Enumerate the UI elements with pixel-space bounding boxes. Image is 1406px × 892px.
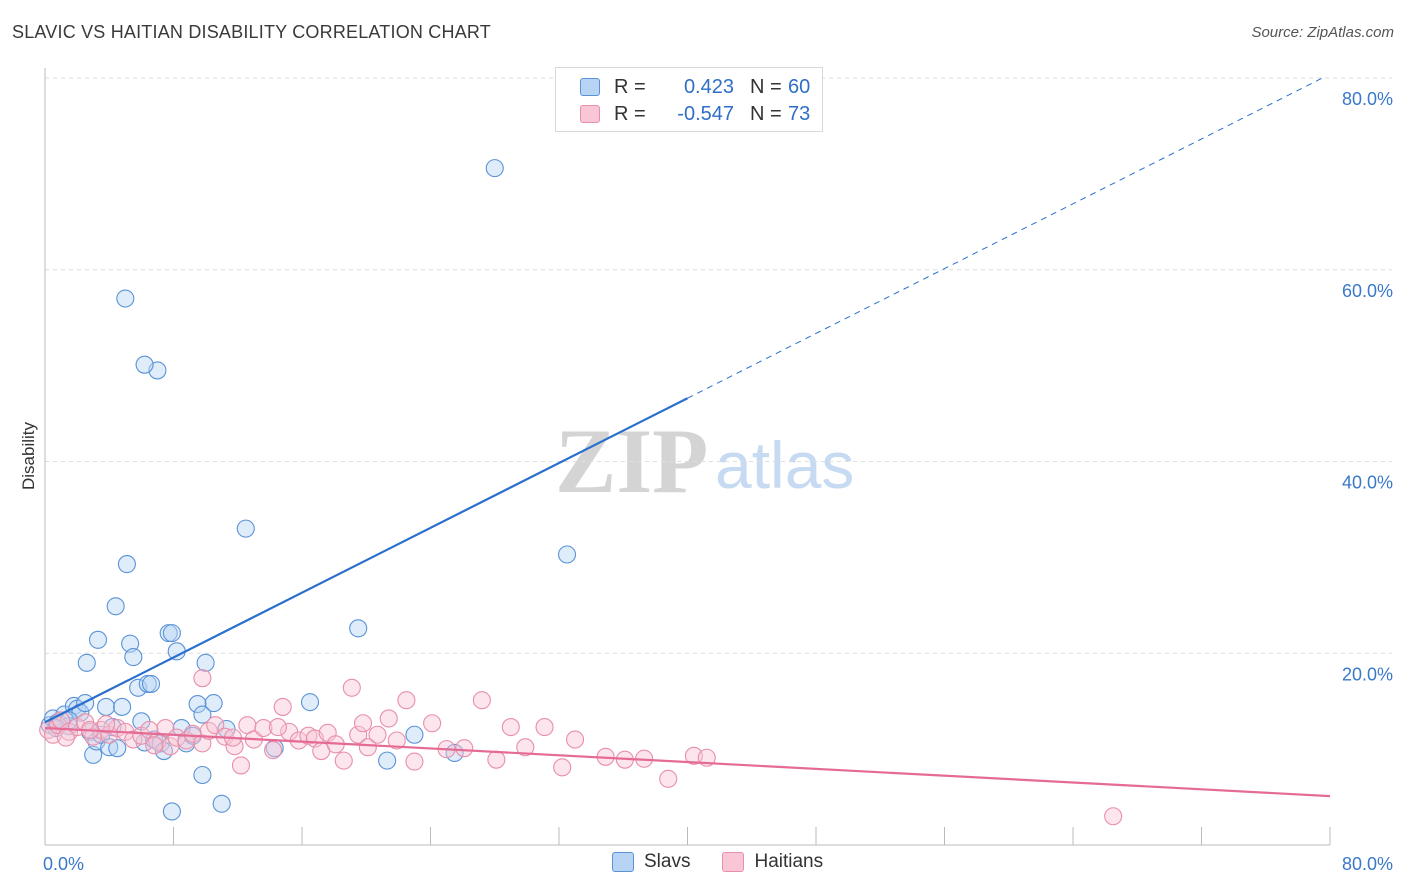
data-point	[405, 725, 424, 744]
x-tick-label: 0.0%	[43, 854, 84, 874]
data-point	[557, 545, 577, 564]
legend-label-slavs: Slavs	[644, 851, 691, 872]
trend-layer	[44, 77, 1331, 798]
legend-n-label: N =	[750, 75, 782, 98]
data-point	[485, 159, 504, 178]
data-point	[124, 648, 143, 667]
data-point	[516, 738, 535, 757]
data-point	[96, 715, 116, 734]
y-tick-label: 20.0%	[1342, 664, 1393, 684]
series-haitians	[39, 669, 1123, 826]
legend-n-label: N =	[750, 102, 782, 125]
data-point	[353, 714, 373, 733]
stats-legend: R = 0.423 N = 60 R = -0.547 N = 73	[555, 67, 823, 132]
y-axis-label: Disability	[19, 421, 38, 490]
data-point	[56, 728, 75, 747]
data-point	[108, 739, 127, 758]
data-point	[358, 738, 377, 757]
x-tick-label: 80.0%	[1342, 854, 1393, 874]
data-point	[113, 697, 132, 716]
data-point	[1104, 807, 1123, 826]
legend-swatch-haitians	[580, 105, 600, 123]
data-point	[535, 718, 554, 737]
data-point	[379, 709, 398, 728]
data-point	[116, 289, 135, 308]
legend-n-value: 73	[788, 102, 811, 125]
data-point	[273, 697, 292, 716]
data-point	[472, 691, 491, 710]
data-point	[106, 597, 125, 616]
data-point	[566, 730, 585, 749]
data-point	[659, 769, 678, 788]
data-point	[193, 705, 212, 724]
data-point	[405, 752, 424, 771]
data-point	[188, 695, 207, 714]
trend-line-slavs	[44, 397, 688, 724]
tick-labels: 20.0% 40.0% 60.0% 80.0% 0.0% 80.0%	[43, 89, 1393, 874]
data-point	[553, 758, 572, 777]
data-point	[88, 630, 108, 649]
data-point	[141, 674, 161, 693]
source-label: Source: ZipAtlas.com	[1251, 24, 1394, 41]
data-point	[162, 802, 181, 821]
data-point	[96, 697, 116, 716]
data-point	[236, 519, 255, 538]
data-point	[193, 765, 212, 785]
series-legend: Slavs Haitians	[612, 851, 855, 873]
legend-item-slavs[interactable]: Slavs	[612, 851, 690, 873]
data-point	[167, 642, 186, 661]
data-point	[455, 739, 474, 758]
data-point	[196, 653, 215, 672]
data-point	[84, 745, 103, 764]
data-point	[368, 725, 387, 744]
legend-label-haitians: Haitians	[754, 851, 824, 872]
watermark-atlas: atlas	[715, 428, 854, 502]
data-point	[300, 693, 320, 712]
legend-r-label: R =	[614, 102, 646, 125]
data-point	[378, 751, 397, 770]
legend-item-haitians[interactable]: Haitians	[722, 851, 823, 873]
legend-r-value: 0.423	[683, 75, 734, 98]
legend-swatch-slavs	[580, 78, 600, 96]
data-point	[397, 691, 416, 710]
data-point	[264, 741, 283, 760]
data-point	[193, 669, 212, 688]
data-point	[212, 794, 231, 813]
data-point	[342, 678, 361, 697]
grid	[45, 77, 1392, 654]
data-point	[254, 718, 273, 738]
legend-row-slavs: R = 0.423 N = 60	[580, 74, 818, 100]
legend-n-value: 60	[788, 75, 811, 98]
data-point	[162, 624, 181, 643]
chart-title: SLAVIC VS HAITIAN DISABILITY CORRELATION…	[12, 22, 491, 42]
trend-line-haitians	[44, 726, 1331, 798]
legend-swatch-slavs	[612, 852, 634, 872]
data-point	[501, 718, 520, 737]
legend-row-haitians: R = -0.547 N = 73	[580, 101, 818, 127]
legend-swatch-haitians	[722, 852, 745, 872]
data-point	[487, 750, 506, 769]
data-point	[117, 555, 136, 574]
data-point	[121, 634, 140, 653]
legend-r-label: R =	[614, 75, 646, 98]
y-tick-label: 40.0%	[1342, 473, 1393, 493]
data-point	[349, 725, 368, 744]
data-point	[231, 756, 251, 775]
data-point	[268, 718, 287, 737]
data-point	[349, 619, 368, 638]
data-point	[77, 653, 96, 672]
data-point	[204, 694, 223, 713]
data-point	[423, 714, 442, 733]
data-point	[387, 731, 406, 750]
y-tick-label: 60.0%	[1342, 281, 1393, 301]
y-tick-label: 80.0%	[1342, 89, 1393, 109]
legend-r-value: -0.547	[677, 102, 734, 125]
trend-extension-slavs	[687, 77, 1323, 399]
data-point	[334, 751, 353, 770]
data-point	[135, 355, 154, 374]
data-point	[145, 736, 164, 755]
